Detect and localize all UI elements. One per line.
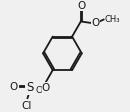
- Text: O: O: [77, 1, 86, 11]
- Text: CH₃: CH₃: [105, 15, 120, 24]
- Text: O: O: [42, 83, 50, 93]
- Text: O: O: [91, 18, 100, 28]
- Text: Cl: Cl: [22, 101, 32, 111]
- Text: S: S: [27, 81, 34, 94]
- Text: CH₂: CH₂: [36, 86, 51, 95]
- Text: O: O: [9, 82, 17, 92]
